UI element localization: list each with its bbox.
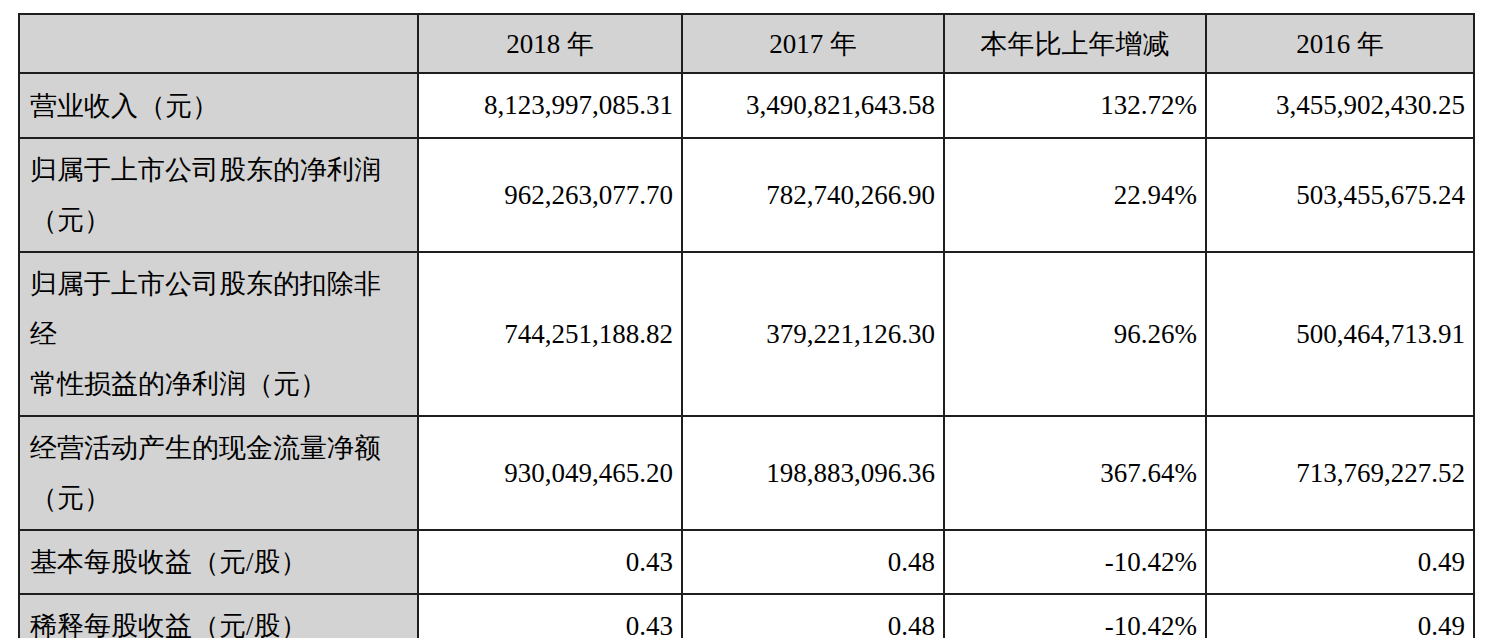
- value-2018: 962,263,077.70: [418, 138, 682, 252]
- value-yoy-change: 22.94%: [944, 138, 1206, 252]
- table-row-operating-cash-flow: 经营活动产生的现金流量净额 （元） 930,049,465.20 198,883…: [19, 416, 1474, 530]
- value-yoy-change: -10.42%: [944, 594, 1206, 638]
- value-2018: 8,123,997,085.31: [418, 73, 682, 138]
- table-row-diluted-eps: 稀释每股收益（元/股） 0.43 0.48 -10.42% 0.49: [19, 594, 1474, 638]
- value-2017: 3,490,821,643.58: [682, 73, 944, 138]
- value-2018: 744,251,188.82: [418, 252, 682, 416]
- value-2016: 3,455,902,430.25: [1206, 73, 1474, 138]
- value-yoy-change: -10.42%: [944, 530, 1206, 594]
- metric-label: 基本每股收益（元/股）: [19, 530, 418, 594]
- value-2016: 503,455,675.24: [1206, 138, 1474, 252]
- table-row-net-profit: 归属于上市公司股东的净利润 （元） 962,263,077.70 782,740…: [19, 138, 1474, 252]
- value-yoy-change: 96.26%: [944, 252, 1206, 416]
- column-header-2017: 2017 年: [682, 14, 944, 73]
- table-header-row: 2018 年 2017 年 本年比上年增减 2016 年: [19, 14, 1474, 73]
- table-row-net-profit-excl-nonrecurring: 归属于上市公司股东的扣除非经 常性损益的净利润（元） 744,251,188.8…: [19, 252, 1474, 416]
- document-page: { "colors": { "shaded_cell_bg": "#d3d3d3…: [0, 0, 1488, 638]
- value-2018: 0.43: [418, 530, 682, 594]
- value-2018: 930,049,465.20: [418, 416, 682, 530]
- metric-label: 经营活动产生的现金流量净额 （元）: [19, 416, 418, 530]
- metric-label: 营业收入（元）: [19, 73, 418, 138]
- metric-label: 归属于上市公司股东的扣除非经 常性损益的净利润（元）: [19, 252, 418, 416]
- column-header-2016: 2016 年: [1206, 14, 1474, 73]
- financial-summary-table-container: 2018 年 2017 年 本年比上年增减 2016 年 营业收入（元） 8,1…: [18, 13, 1475, 638]
- value-2017: 379,221,126.30: [682, 252, 944, 416]
- value-2016: 713,769,227.52: [1206, 416, 1474, 530]
- table-row-basic-eps: 基本每股收益（元/股） 0.43 0.48 -10.42% 0.49: [19, 530, 1474, 594]
- value-2016: 500,464,713.91: [1206, 252, 1474, 416]
- value-2017: 782,740,266.90: [682, 138, 944, 252]
- metric-label: 稀释每股收益（元/股）: [19, 594, 418, 638]
- metric-label: 归属于上市公司股东的净利润 （元）: [19, 138, 418, 252]
- column-header-blank: [19, 14, 418, 73]
- table-row-operating-revenue: 营业收入（元） 8,123,997,085.31 3,490,821,643.5…: [19, 73, 1474, 138]
- column-header-yoy-change: 本年比上年增减: [944, 14, 1206, 73]
- value-2016: 0.49: [1206, 530, 1474, 594]
- column-header-2018: 2018 年: [418, 14, 682, 73]
- value-2017: 0.48: [682, 530, 944, 594]
- financial-summary-table: 2018 年 2017 年 本年比上年增减 2016 年 营业收入（元） 8,1…: [18, 13, 1475, 638]
- value-2016: 0.49: [1206, 594, 1474, 638]
- value-yoy-change: 367.64%: [944, 416, 1206, 530]
- value-2018: 0.43: [418, 594, 682, 638]
- value-2017: 0.48: [682, 594, 944, 638]
- value-yoy-change: 132.72%: [944, 73, 1206, 138]
- value-2017: 198,883,096.36: [682, 416, 944, 530]
